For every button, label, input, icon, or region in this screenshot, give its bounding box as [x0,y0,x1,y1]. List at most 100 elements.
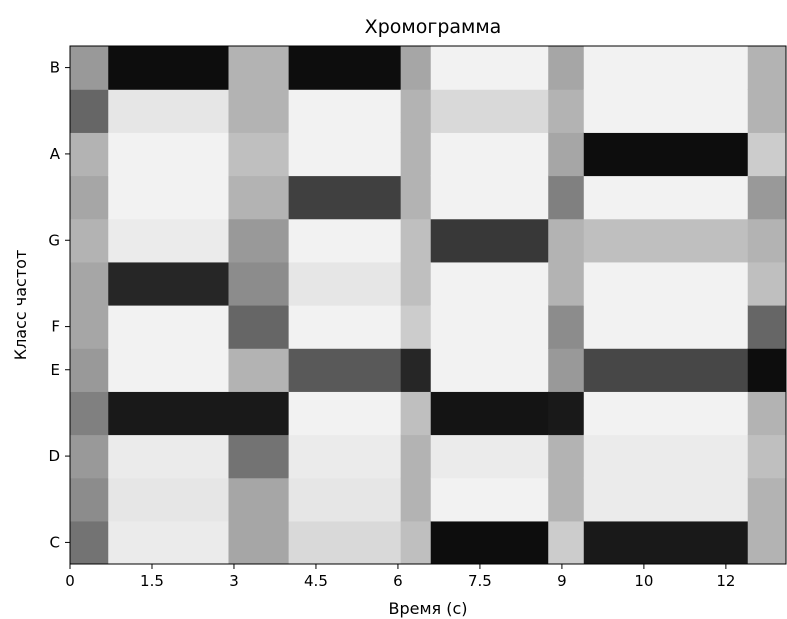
x-tick-label: 9 [557,572,567,590]
heatmap-cell [108,261,230,306]
heatmap-cell [747,391,786,436]
plot-frame [69,45,787,565]
heatmap-cell [228,305,290,349]
heatmap-cell [288,175,402,220]
y-tick-label: A [50,145,61,163]
heatmap-cell [400,477,432,522]
heatmap-cell [548,89,585,133]
heatmap-cell [430,89,549,133]
heatmap-cell [228,348,290,392]
x-tick-label: 12 [716,572,735,590]
heatmap-cell [583,520,749,564]
heatmap-cell [288,520,402,564]
heatmap-cell [548,348,585,392]
heatmap-cell [430,261,549,306]
heatmap-cell [583,391,749,436]
heatmap-cell [548,175,585,220]
heatmap-cell [400,218,432,263]
heatmap-cell [430,391,549,436]
heatmap-cell [583,305,749,349]
heatmap-cell [288,218,402,263]
heatmap-cell [747,175,786,220]
heatmap-cell [228,46,290,90]
heatmap-cell [108,477,230,522]
heatmap-cell [228,89,290,133]
heatmap-cell [228,132,290,177]
heatmap-cell [430,46,549,90]
heatmap-cell [583,132,749,177]
heatmap-cell [430,132,549,177]
heatmap-cell [747,348,786,392]
x-axis: 0 1.5 3 4.5 6 7.5 9 10 12 [65,564,735,590]
heatmap-cell [583,261,749,306]
heatmap-cell [228,391,290,436]
heatmap-cell [400,348,432,392]
heatmap-cell [70,218,109,263]
x-tick-label: 4.5 [304,572,328,590]
heatmap-cell [288,261,402,306]
heatmap-cell [548,434,585,479]
heatmap-cell [228,261,290,306]
y-axis: C D E F G A B [48,59,70,551]
x-tick-label: 0 [65,572,75,590]
heatmap-cell [288,89,402,133]
heatmap-cell [430,348,549,392]
y-axis-label: Класс частот [11,250,30,361]
heatmap-cell [747,132,786,177]
heatmap-cell [70,391,109,436]
heatmap-cell [747,218,786,263]
heatmap-cell [70,434,109,479]
x-tick-label: 7.5 [468,572,492,590]
heatmap-cell [400,434,432,479]
heatmap-cell [583,218,749,263]
heatmap-cell [583,348,749,392]
heatmap-cell [400,305,432,349]
heatmap-cell [288,46,402,90]
heatmap-cell [70,132,109,177]
heatmap-cell [747,520,786,564]
heatmap-cell [228,520,290,564]
heatmap-cell [430,434,549,479]
heatmap-cell [430,175,549,220]
heatmap-cell [70,175,109,220]
heatmap-cell [548,477,585,522]
heatmap-cell [108,46,230,90]
heatmap-cell [583,175,749,220]
x-tick-label: 10 [634,572,653,590]
heatmap-cell [548,520,585,564]
heatmap-cell [228,218,290,263]
heatmap-cell [583,477,749,522]
heatmap-cell [583,89,749,133]
heatmap-cell [288,391,402,436]
heatmap-cell [70,261,109,306]
heatmap-cell [747,305,786,349]
heatmap-cell [430,305,549,349]
heatmap-cell [400,89,432,133]
heatmap-cell [228,434,290,479]
heatmap-cell [400,132,432,177]
heatmap-cell [548,261,585,306]
heatmap-cell [400,520,432,564]
heatmap-cell [747,46,786,90]
y-tick-label: B [50,59,60,77]
heatmap-cell [108,218,230,263]
heatmap-cell [228,175,290,220]
heatmap-cell [70,520,109,564]
heatmap-cell [108,175,230,220]
heatmap-cell [288,305,402,349]
heatmap-cell [108,348,230,392]
heatmap-cell [548,46,585,90]
heatmap-cell [70,348,109,392]
heatmap-cell [108,132,230,177]
heatmap-cell [288,348,402,392]
x-tick-label: 6 [393,572,403,590]
heatmap-cell [288,477,402,522]
heatmap-cell [548,305,585,349]
heatmap-cell [747,261,786,306]
chart-title: Хромограмма [365,16,502,38]
heatmap-cell [747,89,786,133]
y-tick-label: D [48,447,60,465]
heatmap-cell [400,175,432,220]
heatmap-cell [108,305,230,349]
